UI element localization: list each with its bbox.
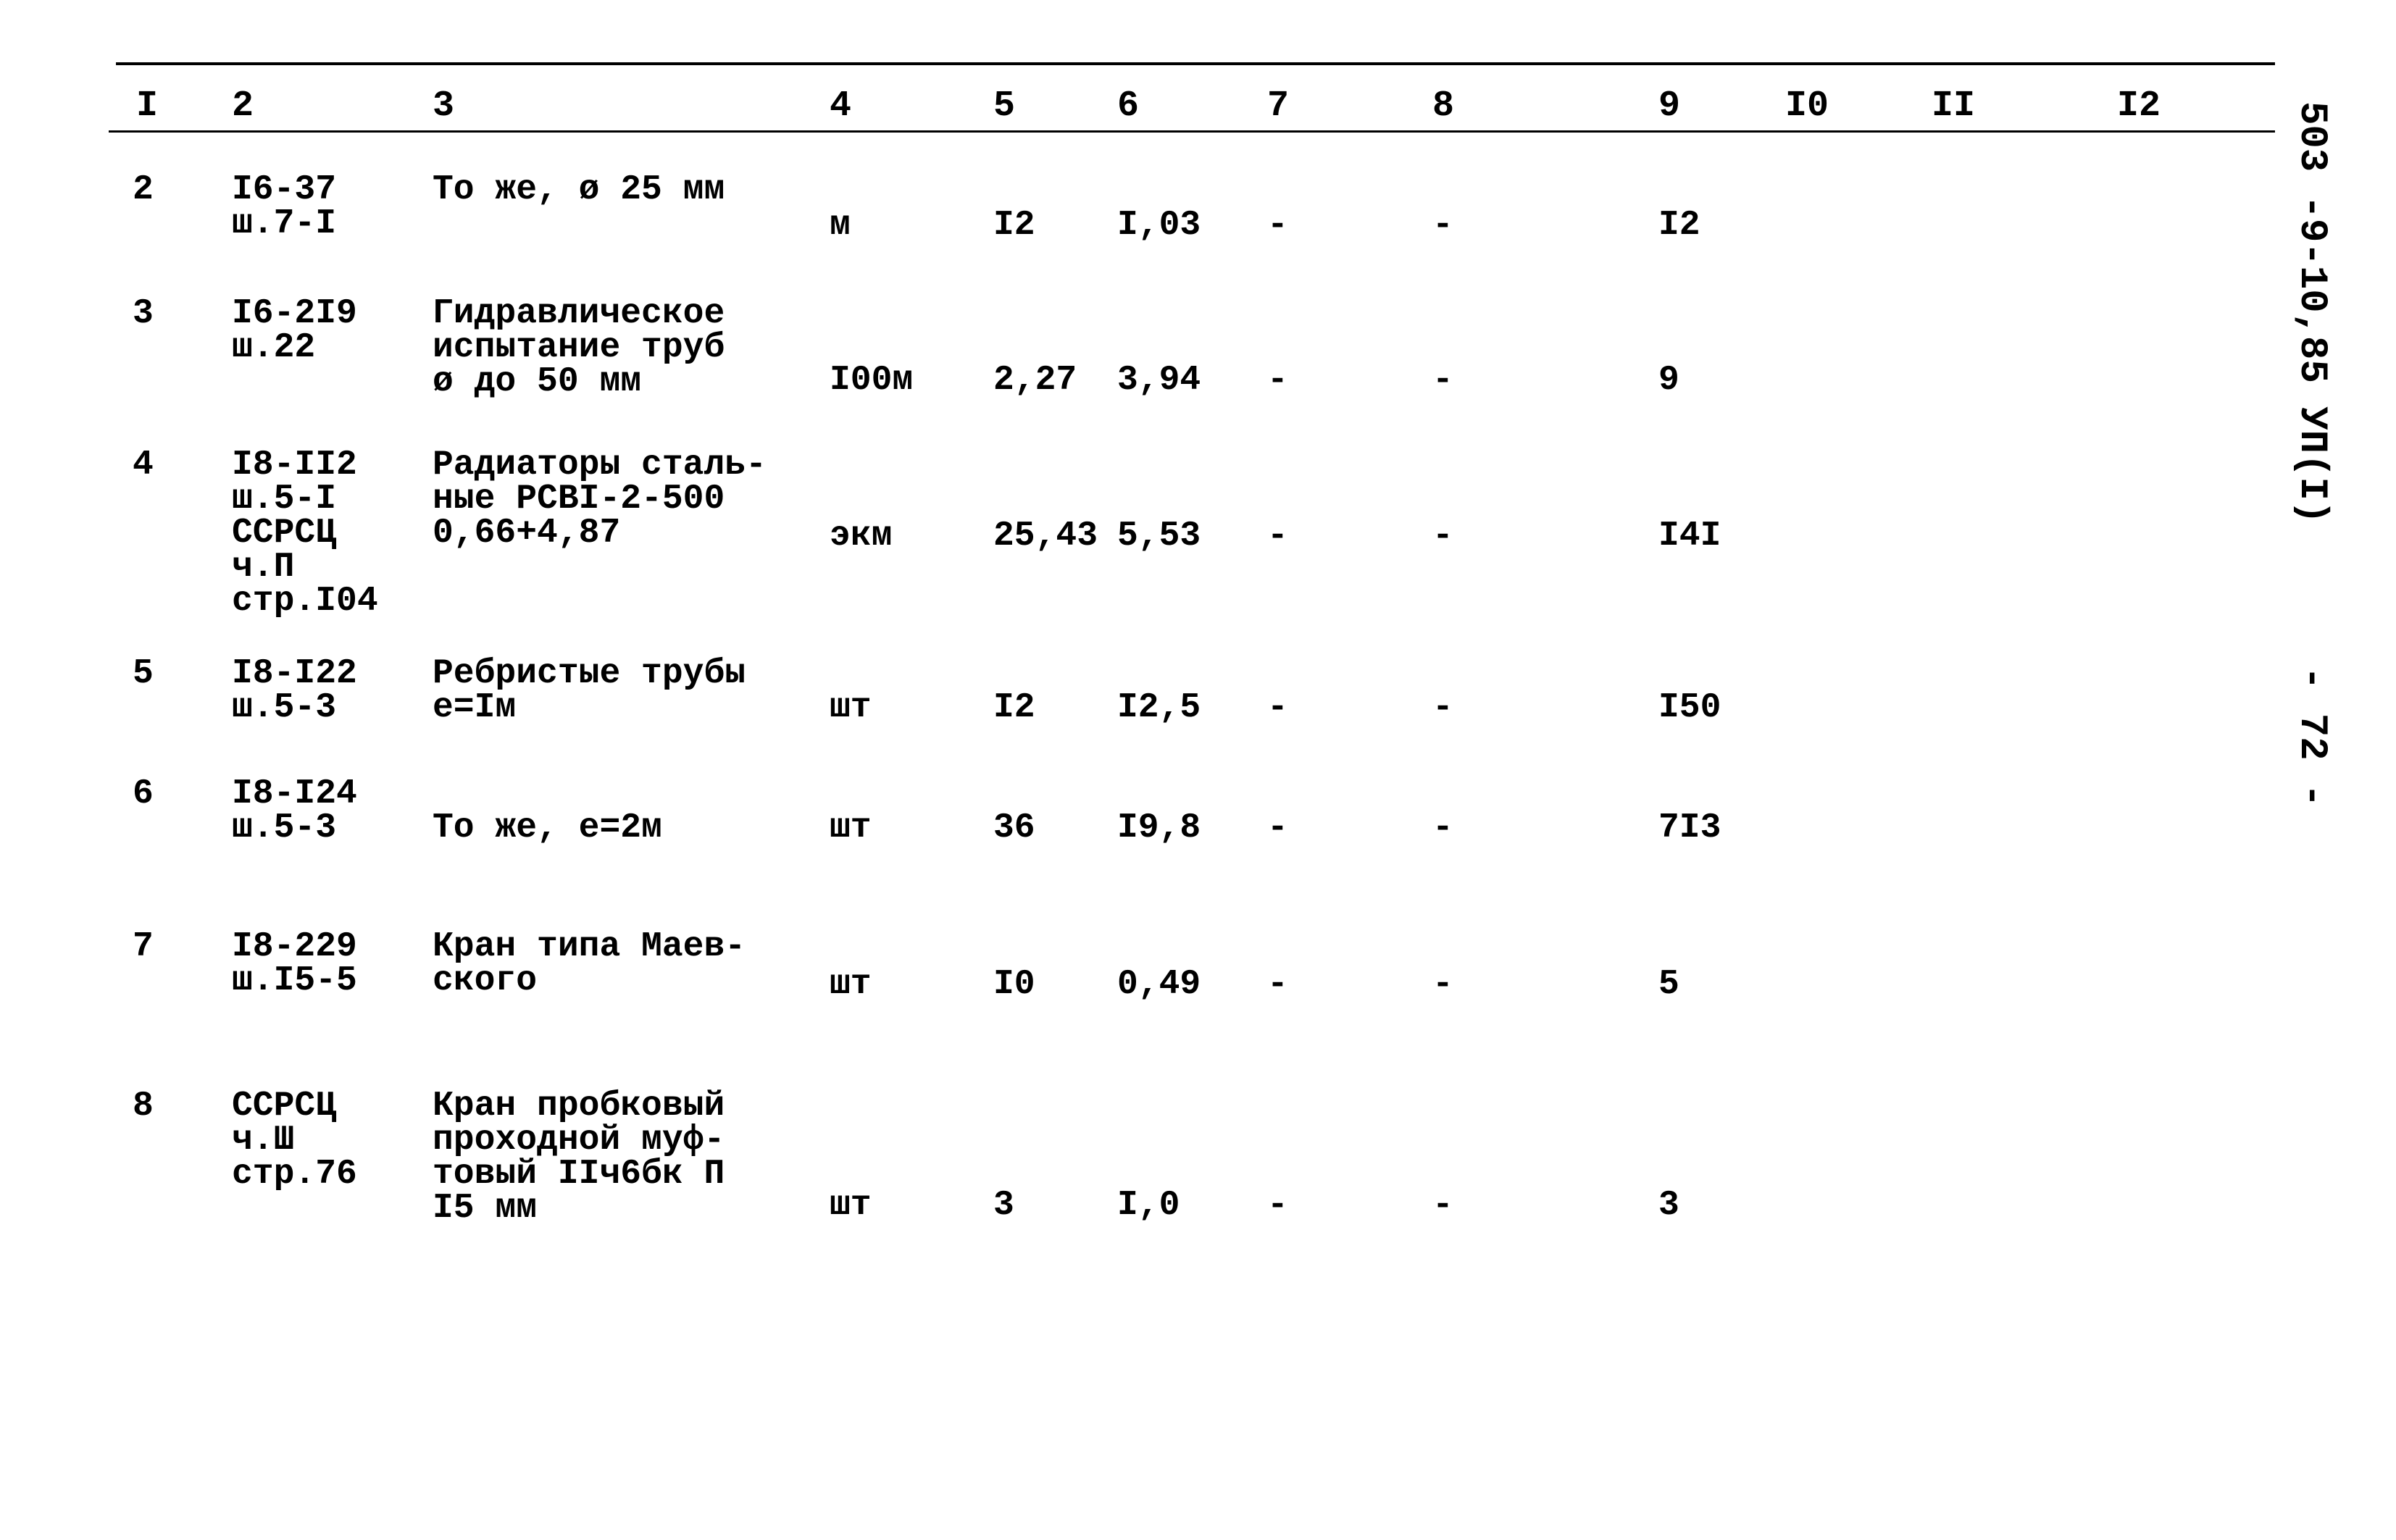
col-7: -	[1267, 808, 1288, 848]
norm-reference: ч.П	[232, 548, 295, 587]
work-description: ø до 50 мм	[433, 362, 642, 401]
norm-reference: стр.I04	[232, 582, 378, 621]
norm-reference: I6-2I9	[232, 294, 357, 333]
unit-cost: I,0	[1117, 1186, 1180, 1225]
quantity: I0	[993, 965, 1035, 1004]
header-rule	[109, 130, 2275, 133]
unit: шт	[830, 1186, 872, 1225]
row-number: 7	[133, 927, 154, 966]
unit-cost: 5,53	[1117, 516, 1201, 556]
quantity: I2	[993, 688, 1035, 727]
column-header-2: 2	[232, 85, 254, 127]
work-description: е=Iм	[433, 688, 517, 727]
work-description: Гидравлическое	[433, 294, 725, 333]
work-description: I5 мм	[433, 1189, 538, 1228]
quantity: I2	[993, 206, 1035, 245]
norm-reference: ш.5-I	[232, 480, 337, 519]
work-description: Радиаторы сталь-	[433, 445, 767, 485]
quantity: 25,43	[993, 516, 1098, 556]
work-description: проходной муф-	[433, 1121, 725, 1160]
column-header-4: 4	[830, 85, 852, 127]
norm-reference: ш.I5-5	[232, 961, 357, 1000]
total: 7I3	[1658, 808, 1721, 848]
unit: экм	[830, 516, 893, 556]
norm-reference: I6-37	[232, 170, 337, 209]
norm-reference: ч.Ш	[232, 1121, 295, 1160]
work-description: ского	[433, 961, 538, 1000]
unit: шт	[830, 808, 872, 848]
col-7: -	[1267, 206, 1288, 245]
quantity: 2,27	[993, 361, 1077, 400]
unit-cost: 0,49	[1117, 965, 1201, 1004]
column-header-10: I0	[1785, 85, 1829, 127]
col-8: -	[1432, 808, 1453, 848]
col-7: -	[1267, 516, 1288, 556]
col-7: -	[1267, 688, 1288, 727]
row-number: 8	[133, 1087, 154, 1126]
work-description: ные РСВI-2-500	[433, 480, 725, 519]
norm-reference: ш.7-I	[232, 204, 337, 243]
norm-reference: ш.5-3	[232, 688, 337, 727]
norm-reference: I8-II2	[232, 445, 357, 485]
col-8: -	[1432, 206, 1453, 245]
work-description: 0,66+4,87	[433, 514, 621, 553]
col-8: -	[1432, 965, 1453, 1004]
norm-reference: I8-I24	[232, 774, 357, 813]
column-header-6: 6	[1117, 85, 1140, 127]
unit: I00м	[830, 361, 914, 400]
quantity: 36	[993, 808, 1035, 848]
unit: шт	[830, 688, 872, 727]
work-description: Ребристые трубы	[433, 654, 746, 693]
page-number: - 72 -	[2289, 666, 2334, 808]
work-description: Кран типа Маев-	[433, 927, 746, 966]
document-code: 503 -9-10,85 УП(I)	[2289, 101, 2334, 524]
column-header-8: 8	[1432, 85, 1455, 127]
column-header-9: 9	[1658, 85, 1681, 127]
quantity: 3	[993, 1186, 1014, 1225]
col-8: -	[1432, 1186, 1453, 1225]
col-8: -	[1432, 688, 1453, 727]
unit-cost: 3,94	[1117, 361, 1201, 400]
row-number: 2	[133, 170, 154, 209]
norm-reference: ш.5-3	[232, 808, 337, 848]
column-header-5: 5	[993, 85, 1016, 127]
total: I2	[1658, 206, 1700, 245]
col-7: -	[1267, 1186, 1288, 1225]
unit-cost: I,03	[1117, 206, 1201, 245]
total: 3	[1658, 1186, 1679, 1225]
unit: м	[830, 206, 851, 245]
column-header-1: I	[136, 85, 159, 127]
col-7: -	[1267, 965, 1288, 1004]
col-7: -	[1267, 361, 1288, 400]
norm-reference: I8-I22	[232, 654, 357, 693]
row-number: 6	[133, 774, 154, 813]
total: 5	[1658, 965, 1679, 1004]
col-8: -	[1432, 361, 1453, 400]
total: 9	[1658, 361, 1679, 400]
norm-reference: стр.76	[232, 1155, 357, 1194]
unit-cost: I9,8	[1117, 808, 1201, 848]
total: I50	[1658, 688, 1721, 727]
norm-reference: ССРСЦ	[232, 1087, 337, 1126]
col-8: -	[1432, 516, 1453, 556]
unit: шт	[830, 965, 872, 1004]
work-description: То же, ø 25 мм	[433, 170, 725, 209]
unit-cost: I2,5	[1117, 688, 1201, 727]
column-header-3: 3	[433, 85, 455, 127]
row-number: 5	[133, 654, 154, 693]
norm-reference: I8-229	[232, 927, 357, 966]
work-description: Кран пробковый	[433, 1087, 725, 1126]
column-header-12: I2	[2117, 85, 2161, 127]
row-number: 3	[133, 294, 154, 333]
top-rule	[116, 62, 2275, 65]
column-header-11: II	[1932, 85, 1976, 127]
work-description: То же, е=2м	[433, 808, 662, 848]
column-header-7: 7	[1267, 85, 1290, 127]
total: I4I	[1658, 516, 1721, 556]
norm-reference: ССРСЦ	[232, 514, 337, 553]
work-description: товый IIч6бк П	[433, 1155, 725, 1194]
row-number: 4	[133, 445, 154, 485]
work-description: испытание труб	[433, 328, 725, 367]
norm-reference: ш.22	[232, 328, 316, 367]
